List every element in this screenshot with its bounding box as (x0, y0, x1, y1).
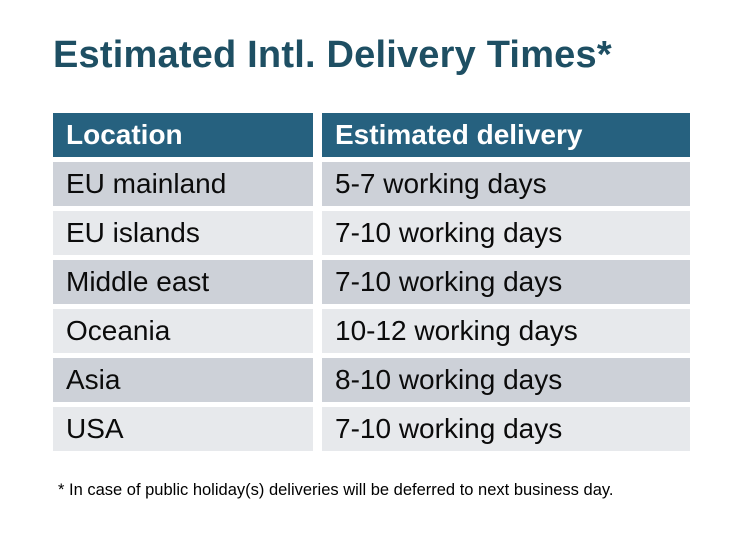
table-row: EU islands 7-10 working days (53, 211, 690, 255)
delivery-cell: 10-12 working days (322, 309, 690, 353)
table-row: Oceania 10-12 working days (53, 309, 690, 353)
table-row: EU mainland 5-7 working days (53, 162, 690, 206)
column-header-location: Location (53, 113, 313, 157)
table-row: USA 7-10 working days (53, 407, 690, 451)
page-title: Estimated Intl. Delivery Times* (53, 34, 612, 76)
location-cell: EU mainland (53, 162, 313, 206)
footnote: * In case of public holiday(s) deliverie… (58, 481, 614, 499)
location-cell: EU islands (53, 211, 313, 255)
delivery-cell: 7-10 working days (322, 407, 690, 451)
location-cell: Oceania (53, 309, 313, 353)
delivery-cell: 7-10 working days (322, 260, 690, 304)
table-header-row: Location Estimated delivery (53, 113, 690, 157)
column-header-estimated-delivery: Estimated delivery (322, 113, 690, 157)
location-cell: Middle east (53, 260, 313, 304)
delivery-cell: 7-10 working days (322, 211, 690, 255)
location-cell: USA (53, 407, 313, 451)
delivery-cell: 8-10 working days (322, 358, 690, 402)
table-row: Asia 8-10 working days (53, 358, 690, 402)
location-cell: Asia (53, 358, 313, 402)
delivery-cell: 5-7 working days (322, 162, 690, 206)
delivery-times-table: Location Estimated delivery EU mainland … (53, 113, 690, 451)
table-row: Middle east 7-10 working days (53, 260, 690, 304)
